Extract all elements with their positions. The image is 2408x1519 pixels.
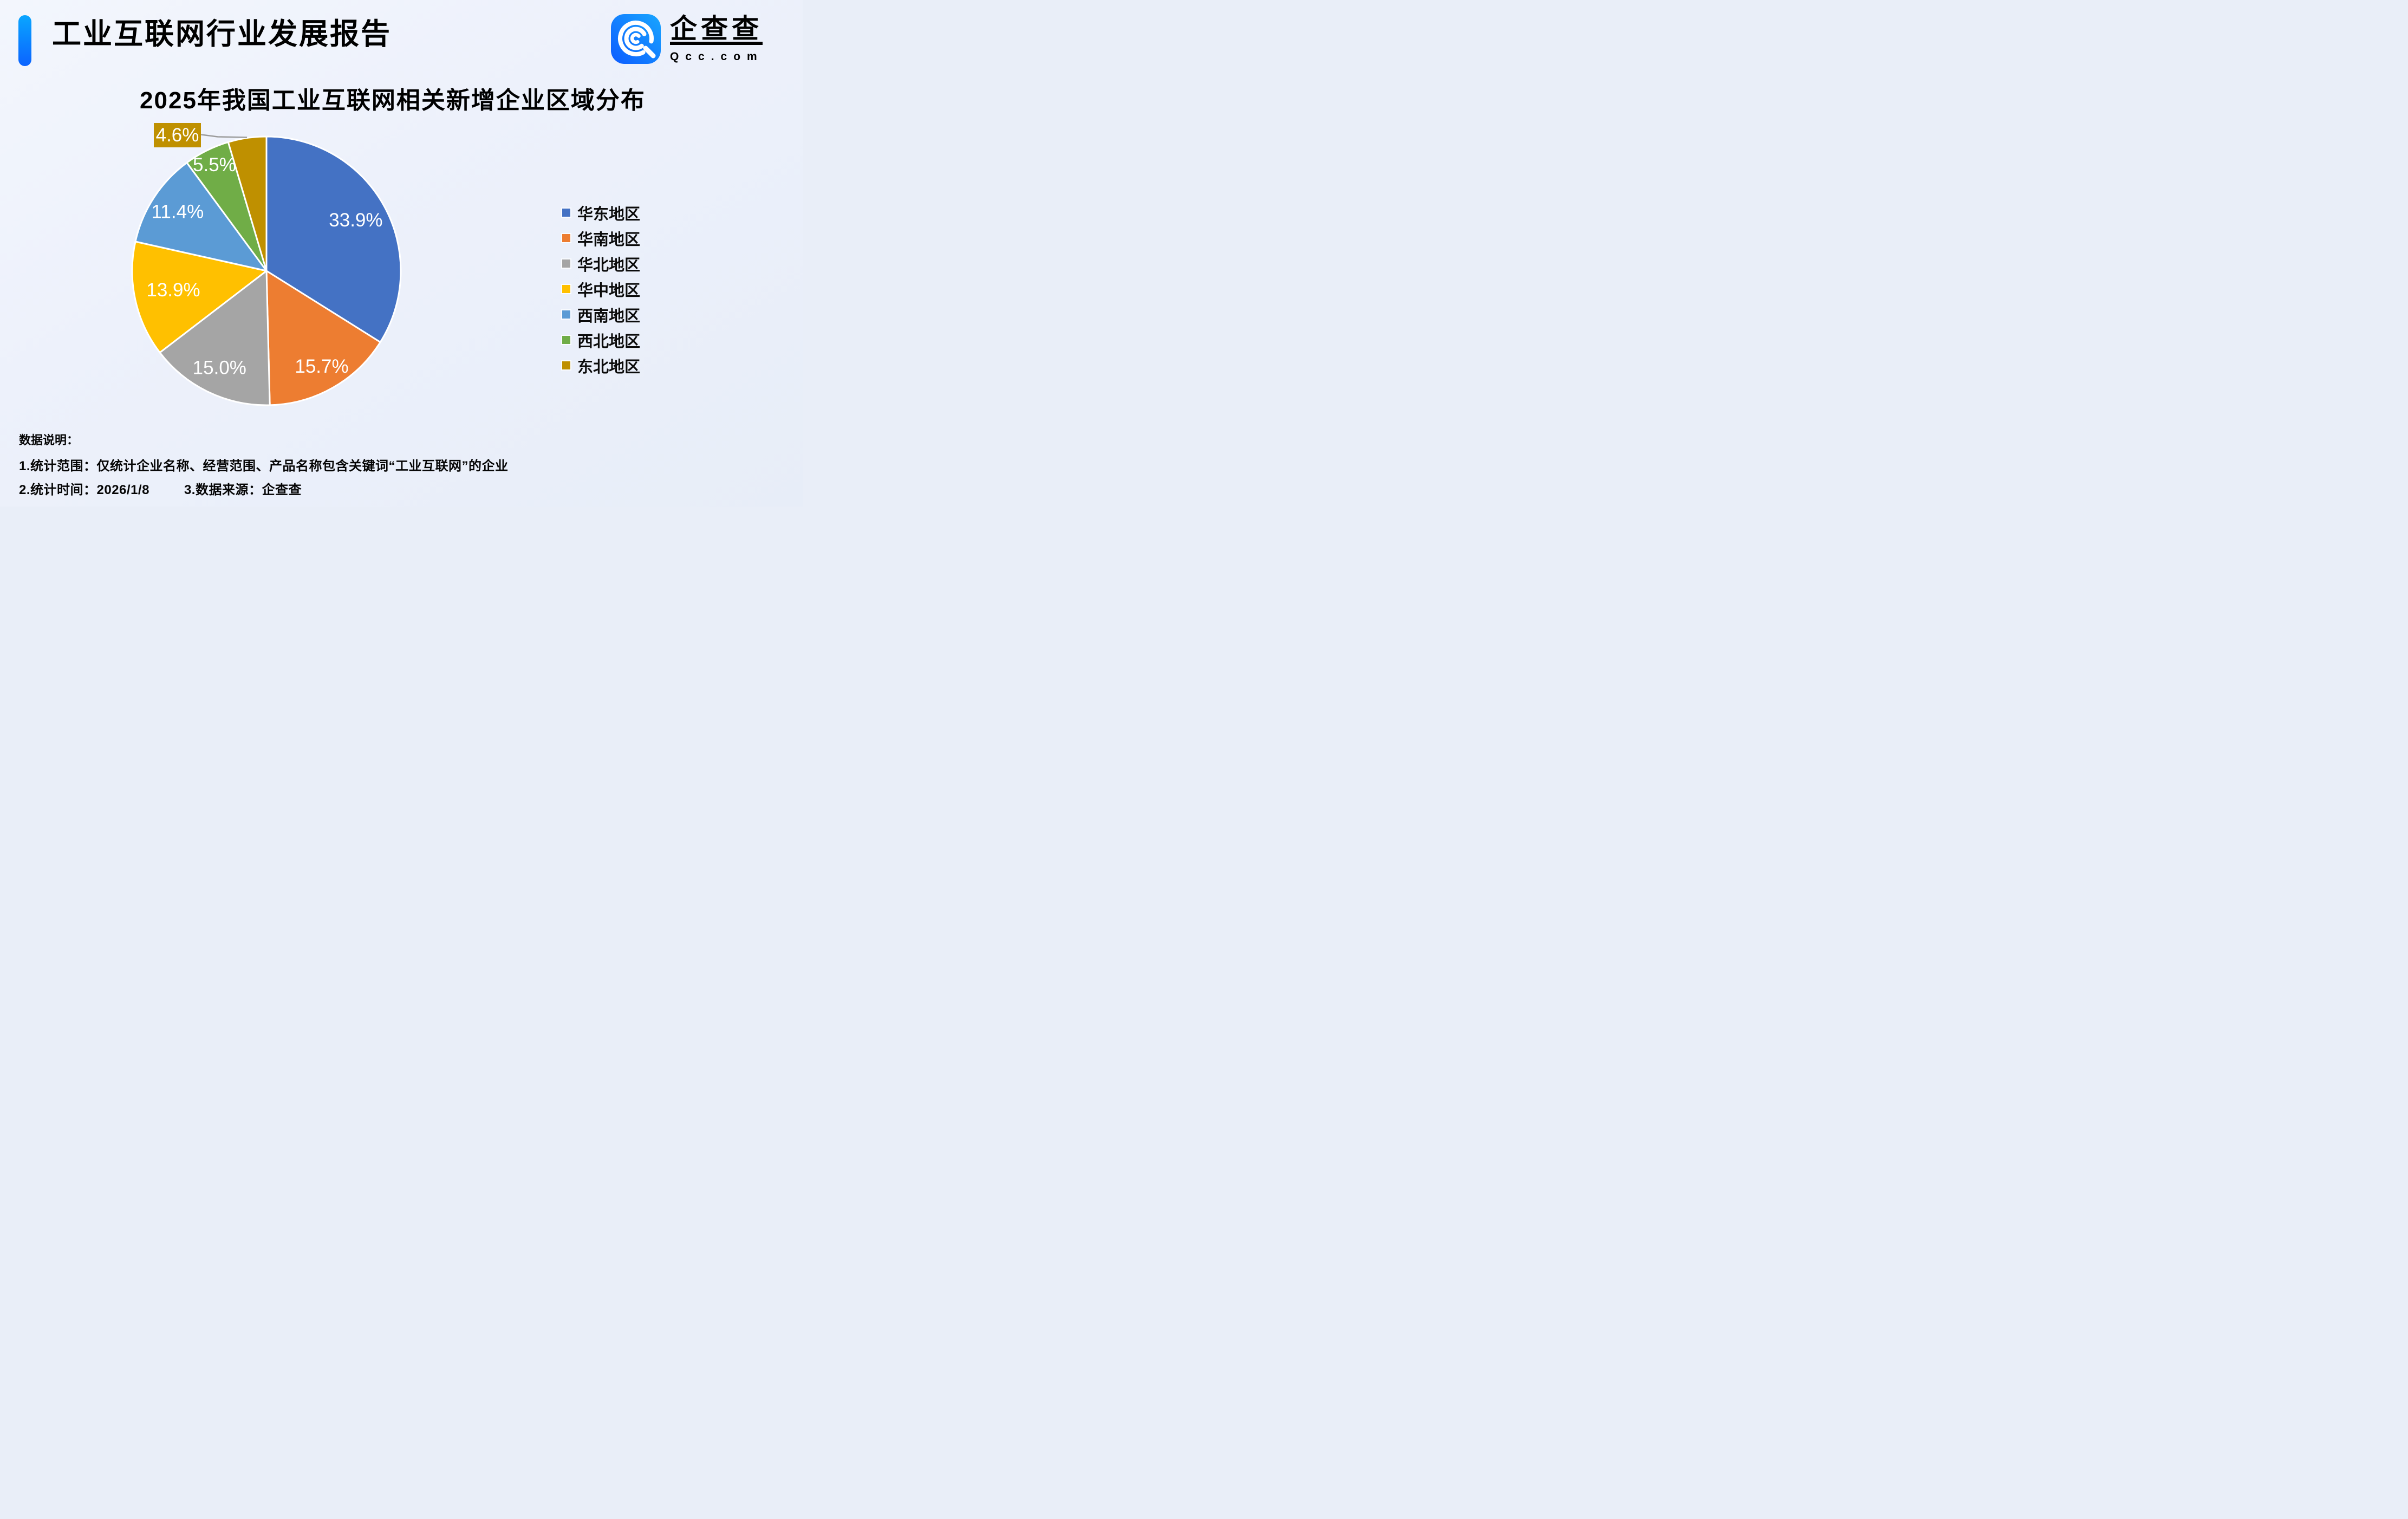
legend-item-华北地区: 华北地区 (561, 251, 640, 276)
legend-label: 西北地区 (577, 333, 641, 350)
legend-swatch (561, 360, 571, 371)
qcc-logo: 企查查 Qcc.com (611, 14, 764, 64)
legend-label: 华南地区 (577, 231, 641, 249)
legend-item-华东地区: 华东地区 (561, 200, 640, 225)
legend-swatch (561, 335, 571, 345)
pie-slice-华东地区 (265, 135, 402, 343)
notes-heading: 数据说明： (19, 433, 79, 447)
legend-label: 西南地区 (577, 307, 641, 325)
legend-label: 东北地区 (577, 358, 641, 376)
legend-swatch (561, 284, 571, 294)
qcc-logo-name: 企查查 (670, 14, 763, 44)
report-title: 工业互联网行业发展报告 (52, 18, 392, 50)
note-source: 3.数据来源：企查查 (184, 483, 302, 497)
legend-label: 华北地区 (577, 256, 641, 274)
pie-label-华中地区: 13.9% (146, 280, 200, 301)
pie-chart: 33.9% 15.7% 15.0% 13.9% 11.4% 5.5% 4.6% (131, 123, 402, 406)
legend-label: 华东地区 (577, 205, 641, 223)
pie-label-西北地区: 5.5% (193, 154, 236, 176)
callout-box (154, 123, 201, 147)
pie-label-东北地区: 4.6% (156, 125, 199, 146)
title-accent-bar (18, 15, 31, 66)
chart-title: 2025年我国工业互联网相关新增企业区域分布 (140, 87, 646, 114)
report-canvas: 工业互联网行业发展报告 企查查 Qcc.com 2025年我国工业互联网相关新增… (0, 0, 803, 507)
legend-item-华南地区: 华南地区 (561, 225, 640, 251)
legend-label: 华中地区 (577, 282, 641, 300)
pie-slice-华南地区 (265, 270, 381, 406)
pie-slice-华北地区 (159, 270, 271, 406)
pie-slice-东北地区 (227, 135, 268, 272)
legend-swatch (561, 207, 571, 218)
pie-slice-西南地区 (134, 161, 268, 272)
pie-label-华东地区: 33.9% (329, 210, 382, 231)
qcc-logo-icon (611, 14, 661, 64)
legend-swatch (561, 309, 571, 320)
legend: 华东地区华南地区华北地区华中地区西南地区西北地区东北地区 (561, 200, 640, 378)
legend-item-华中地区: 华中地区 (561, 276, 640, 302)
legend-swatch (561, 258, 571, 269)
callout-leader-line (200, 134, 248, 138)
pie-label-西南地区: 11.4% (152, 201, 204, 222)
pie-slice-华中地区 (131, 241, 268, 354)
pie-label-华北地区: 15.0% (193, 357, 246, 378)
legend-swatch (561, 233, 571, 243)
pie-label-华南地区: 15.7% (295, 356, 348, 377)
qcc-logo-domain: Qcc.com (670, 50, 764, 63)
note-scope: 1.统计范围：仅统计企业名称、经营范围、产品名称包含关键词“工业互联网”的企业 (19, 459, 509, 473)
note-meta: 2.统计时间：2026/1/8 3.数据来源：企查查 (19, 479, 302, 498)
legend-item-西南地区: 西南地区 (561, 302, 640, 327)
note-time: 2.统计时间：2026/1/8 (19, 483, 149, 497)
legend-item-西北地区: 西北地区 (561, 327, 640, 353)
legend-item-东北地区: 东北地区 (561, 353, 640, 378)
